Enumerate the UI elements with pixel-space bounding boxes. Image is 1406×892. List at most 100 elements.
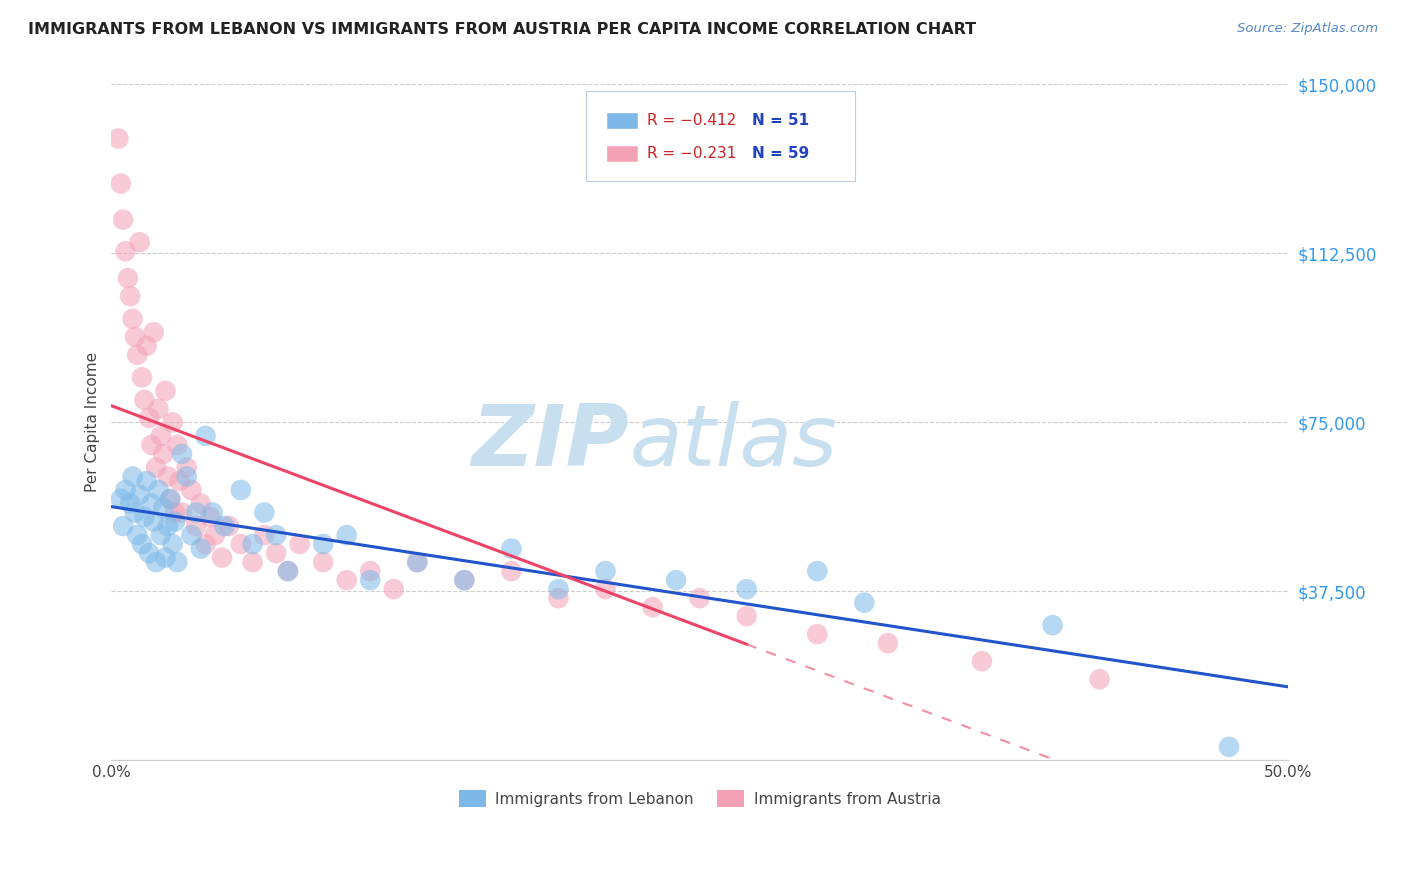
- Point: [190, 541, 212, 556]
- Point: [336, 573, 359, 587]
- Point: [406, 555, 429, 569]
- Point: [142, 515, 165, 529]
- Point: [200, 510, 222, 524]
- Point: [184, 519, 207, 533]
- Point: [110, 177, 132, 191]
- Point: [159, 491, 181, 506]
- Point: [547, 582, 569, 596]
- Point: [155, 384, 177, 398]
- Point: [359, 573, 381, 587]
- Point: [264, 528, 287, 542]
- Point: [121, 469, 143, 483]
- Point: [312, 555, 335, 569]
- Point: [242, 537, 264, 551]
- Point: [1218, 739, 1240, 754]
- Point: [501, 541, 523, 556]
- Text: ZIP: ZIP: [471, 401, 628, 484]
- Point: [312, 537, 335, 551]
- Point: [1088, 673, 1111, 687]
- Point: [135, 339, 157, 353]
- Point: [120, 496, 142, 510]
- Text: IMMIGRANTS FROM LEBANON VS IMMIGRANTS FROM AUSTRIA PER CAPITA INCOME CORRELATION: IMMIGRANTS FROM LEBANON VS IMMIGRANTS FR…: [28, 22, 976, 37]
- Point: [138, 546, 160, 560]
- Point: [689, 591, 711, 606]
- Point: [194, 537, 217, 551]
- Point: [406, 555, 429, 569]
- Point: [148, 483, 170, 497]
- Point: [359, 564, 381, 578]
- Point: [190, 496, 212, 510]
- Point: [336, 528, 359, 542]
- Point: [117, 271, 139, 285]
- Point: [253, 506, 276, 520]
- Point: [169, 474, 191, 488]
- Point: [170, 506, 193, 520]
- Point: [134, 392, 156, 407]
- Point: [152, 447, 174, 461]
- Point: [180, 528, 202, 542]
- Point: [131, 370, 153, 384]
- Point: [277, 564, 299, 578]
- Point: [142, 326, 165, 340]
- Point: [253, 528, 276, 542]
- Text: N = 51: N = 51: [752, 113, 810, 128]
- Legend: Immigrants from Lebanon, Immigrants from Austria: Immigrants from Lebanon, Immigrants from…: [453, 784, 946, 814]
- Point: [112, 519, 135, 533]
- Point: [201, 506, 224, 520]
- Point: [214, 519, 236, 533]
- Point: [277, 564, 299, 578]
- Point: [170, 447, 193, 461]
- Point: [641, 600, 664, 615]
- Point: [665, 573, 688, 587]
- Point: [128, 487, 150, 501]
- Point: [156, 519, 179, 533]
- Text: R = −0.412: R = −0.412: [647, 113, 735, 128]
- Point: [194, 429, 217, 443]
- Point: [876, 636, 898, 650]
- Point: [107, 131, 129, 145]
- Text: Source: ZipAtlas.com: Source: ZipAtlas.com: [1237, 22, 1378, 36]
- Point: [121, 311, 143, 326]
- Point: [735, 609, 758, 624]
- Point: [453, 573, 475, 587]
- Point: [853, 596, 876, 610]
- Point: [163, 515, 186, 529]
- Point: [114, 483, 136, 497]
- Point: [288, 537, 311, 551]
- Point: [176, 469, 198, 483]
- Point: [595, 564, 617, 578]
- Point: [166, 555, 188, 569]
- Text: N = 59: N = 59: [752, 146, 810, 161]
- Point: [155, 550, 177, 565]
- Point: [128, 235, 150, 249]
- Point: [229, 483, 252, 497]
- Point: [152, 501, 174, 516]
- Point: [148, 401, 170, 416]
- Point: [141, 438, 163, 452]
- Text: atlas: atlas: [628, 401, 837, 484]
- Point: [159, 491, 181, 506]
- Point: [145, 460, 167, 475]
- Point: [453, 573, 475, 587]
- Point: [176, 460, 198, 475]
- Point: [149, 429, 172, 443]
- Point: [204, 528, 226, 542]
- Point: [163, 506, 186, 520]
- Point: [138, 411, 160, 425]
- Point: [229, 537, 252, 551]
- Point: [184, 506, 207, 520]
- Point: [112, 212, 135, 227]
- Point: [735, 582, 758, 596]
- Point: [970, 654, 993, 668]
- Point: [501, 564, 523, 578]
- Point: [264, 546, 287, 560]
- Point: [127, 528, 149, 542]
- Point: [145, 555, 167, 569]
- Point: [806, 564, 828, 578]
- Point: [1042, 618, 1064, 632]
- Point: [180, 483, 202, 497]
- Text: R = −0.231: R = −0.231: [647, 146, 737, 161]
- Point: [131, 537, 153, 551]
- Point: [162, 537, 184, 551]
- Point: [242, 555, 264, 569]
